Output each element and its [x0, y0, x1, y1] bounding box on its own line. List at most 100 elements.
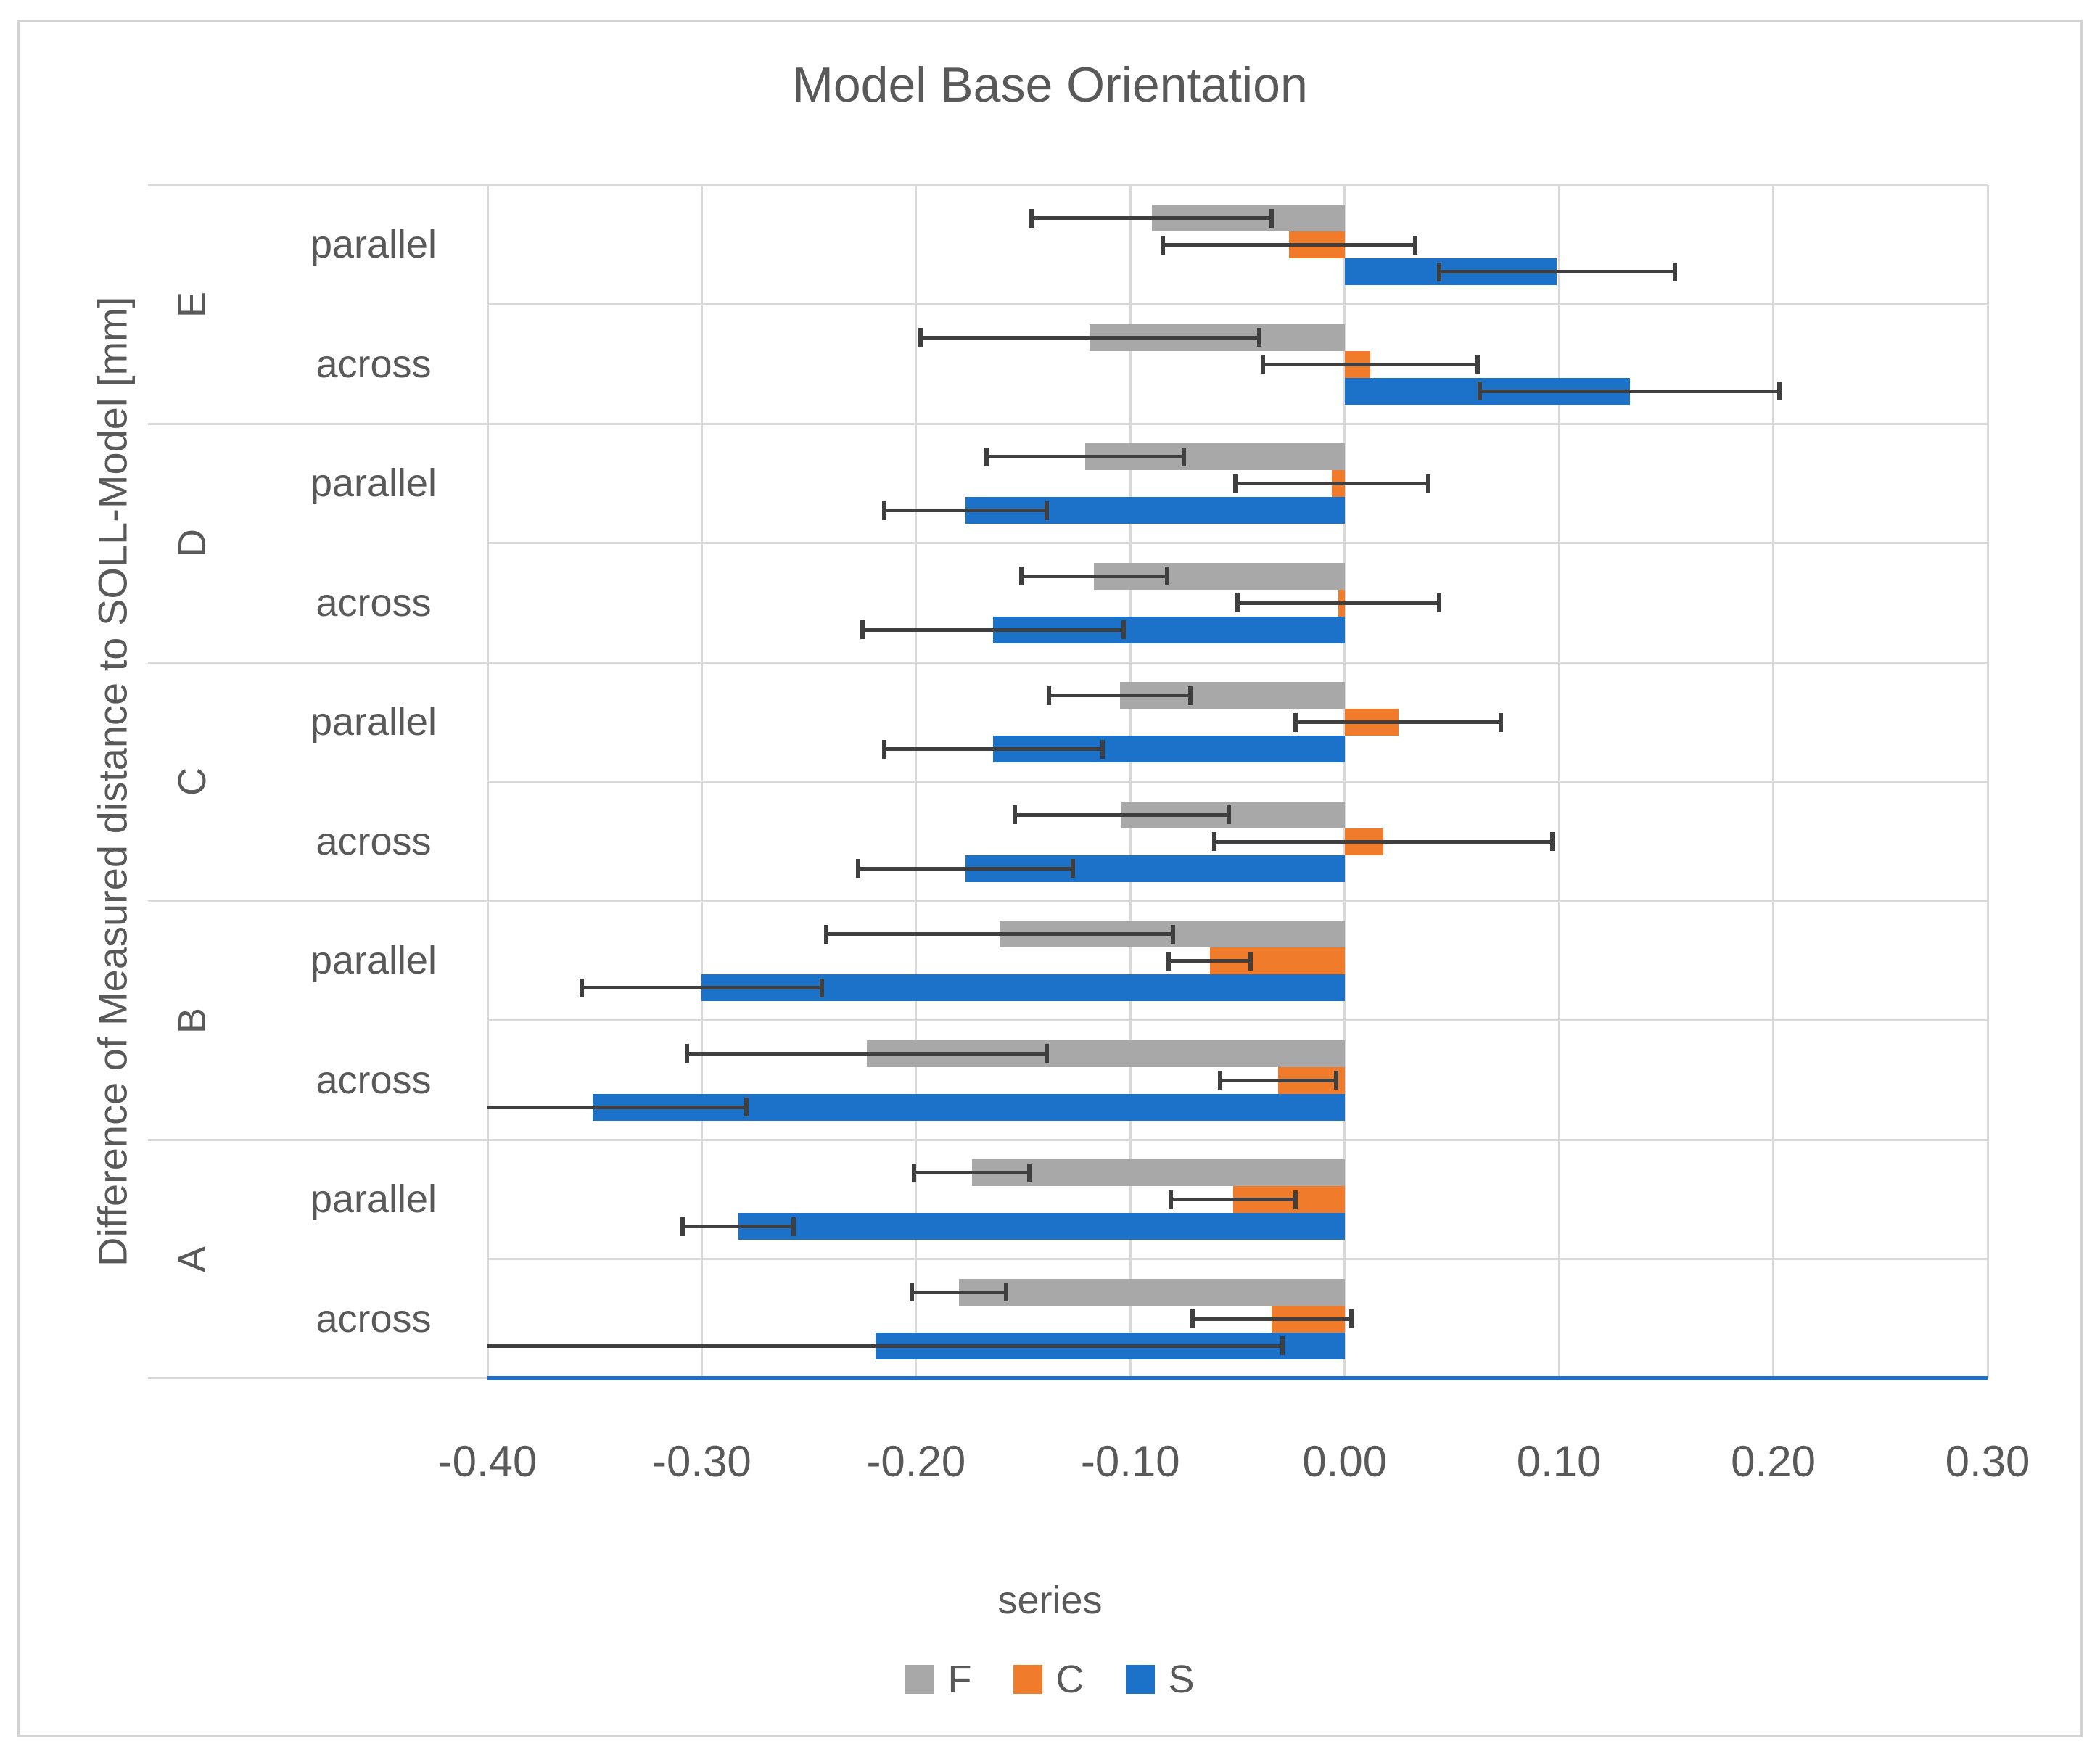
x-axis-tick-label: 0.10: [1516, 1437, 1602, 1486]
x-axis-tick-label: 0.00: [1302, 1437, 1388, 1486]
error-bar-A-across-C: [1192, 1317, 1351, 1321]
error-bar-cap: [1293, 712, 1298, 732]
error-bar-cap: [1477, 382, 1482, 400]
error-bar-cap: [1233, 474, 1238, 493]
error-bar-cap: [1425, 474, 1430, 493]
error-bar-A-across-S: [487, 1344, 1283, 1348]
legend-item-F: F: [905, 1658, 972, 1701]
x-axis-tick-label: 0.20: [1731, 1437, 1816, 1486]
error-bar-C-parallel-F: [1049, 694, 1190, 697]
chart-border: [17, 20, 2083, 1737]
error-bar-cap: [1029, 208, 1034, 228]
y-axis-group-label: E: [170, 291, 214, 318]
group-separator-line: [148, 661, 1988, 664]
error-bar-cap: [1269, 208, 1275, 228]
y-axis-category-label: across: [316, 1058, 432, 1102]
legend-label-F: F: [947, 1658, 972, 1701]
error-bar-cap: [1164, 567, 1169, 585]
error-bar-cap: [1012, 805, 1017, 824]
legend-item-C: C: [1013, 1658, 1084, 1701]
y-axis-category-label: parallel: [310, 461, 437, 506]
error-bar-C-across-F: [1014, 812, 1230, 817]
error-bar-cap: [1413, 235, 1418, 255]
x-axis-tick-label: -0.20: [866, 1437, 966, 1486]
error-bar-B-parallel-F: [825, 932, 1174, 936]
error-bar-cap: [1280, 1336, 1285, 1355]
error-bar-cap: [1436, 262, 1441, 281]
error-bar-cap: [1672, 262, 1677, 281]
plot-left-border: [486, 185, 489, 1378]
error-bar-cap: [1171, 924, 1176, 944]
x-gridline: [1986, 185, 1989, 1378]
error-bar-cap: [1169, 1190, 1174, 1209]
error-bar-A-parallel-F: [913, 1171, 1030, 1174]
error-bar-B-across-S: [487, 1105, 747, 1109]
row-separator-line: [487, 1019, 1988, 1021]
y-axis-title: Difference of Measured distance to SOLL-…: [89, 296, 136, 1267]
legend-item-S: S: [1126, 1660, 1195, 1699]
error-bar-cap: [579, 978, 584, 997]
error-bar-cap: [1235, 593, 1240, 612]
error-bar-cap: [881, 739, 886, 759]
legend-swatch-C: [1013, 1665, 1043, 1694]
category-axis-line: [148, 1377, 487, 1379]
error-bar-cap: [1248, 951, 1253, 971]
error-bar-cap: [1333, 1071, 1338, 1090]
error-bar-cap: [911, 1163, 916, 1182]
error-bar-C-across-S: [858, 866, 1073, 871]
error-bar-E-across-C: [1263, 362, 1478, 366]
error-bar-cap: [1499, 712, 1504, 732]
y-axis-group-label: C: [170, 768, 214, 796]
error-bar-B-across-F: [686, 1051, 1047, 1056]
error-bar-cap: [909, 1283, 914, 1301]
y-axis-category-label: parallel: [310, 1177, 437, 1222]
legend-swatch-S: [1126, 1665, 1156, 1694]
error-bar-D-across-S: [862, 628, 1124, 632]
error-bar-cap: [918, 328, 923, 347]
error-bar-cap: [1261, 355, 1266, 374]
error-bar-cap: [823, 924, 828, 944]
error-bar-cap: [1550, 832, 1555, 851]
plot-top-border: [148, 184, 1988, 186]
error-bar-cap: [856, 859, 861, 878]
error-bar-D-across-C: [1238, 601, 1439, 605]
error-bar-E-across-F: [920, 335, 1259, 340]
error-bar-B-parallel-C: [1169, 959, 1251, 963]
bar-A-parallel-S: [738, 1213, 1345, 1240]
legend-label-C: C: [1055, 1658, 1084, 1701]
error-bar-cap: [819, 978, 824, 997]
error-bar-A-parallel-S: [682, 1225, 794, 1228]
error-bar-C-parallel-C: [1295, 720, 1502, 724]
error-bar-A-across-F: [911, 1290, 1006, 1294]
error-bar-E-parallel-F: [1032, 216, 1272, 220]
error-bar-A-parallel-C: [1171, 1198, 1296, 1201]
error-bar-cap: [744, 1098, 749, 1116]
y-axis-group-label: B: [170, 1007, 214, 1034]
x-axis-tick-label: -0.30: [652, 1437, 752, 1486]
error-bar-cap: [1218, 1071, 1223, 1090]
error-bar-cap: [1211, 832, 1216, 851]
error-bar-cap: [1293, 1190, 1298, 1209]
bar-A-across-F: [958, 1278, 1345, 1306]
group-separator-line: [148, 900, 1988, 902]
y-axis-category-label: parallel: [310, 223, 437, 267]
error-bar-cap: [1160, 235, 1165, 255]
group-separator-line: [148, 1138, 1988, 1141]
error-bar-cap: [1045, 1044, 1050, 1063]
row-separator-line: [487, 781, 1988, 783]
error-bar-cap: [1018, 567, 1024, 585]
error-bar-cap: [1047, 686, 1052, 705]
error-bar-B-parallel-S: [581, 986, 822, 989]
error-bar-cap: [984, 447, 989, 466]
error-bar-E-parallel-C: [1162, 243, 1416, 247]
x-axis-tick-label: 0.30: [1945, 1437, 2030, 1486]
error-bar-cap: [1121, 620, 1127, 639]
error-bar-cap: [684, 1044, 689, 1063]
y-axis-group-label: D: [170, 529, 214, 557]
chart-title: Model Base Orientation: [792, 57, 1308, 112]
error-bar-B-across-C: [1220, 1078, 1336, 1082]
bottom-axis-line: [487, 1376, 1988, 1380]
error-bar-E-parallel-S: [1438, 270, 1675, 273]
bar-A-parallel-F: [971, 1159, 1345, 1186]
